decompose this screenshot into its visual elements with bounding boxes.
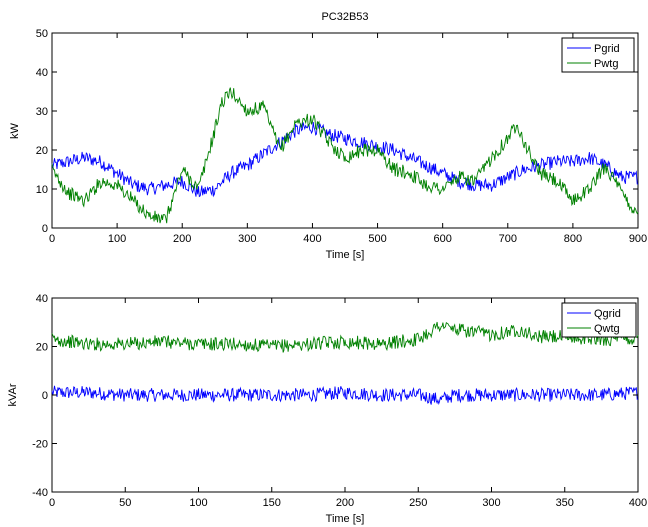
x-tick-label: 200 (173, 233, 191, 245)
legend-box (561, 302, 637, 338)
series-line-pgrid (51, 122, 639, 198)
x-tick-label: 200 (336, 497, 354, 509)
x-tick-label: 50 (119, 497, 131, 509)
reactive-power-chart: 0 50 100 150 200 250 300 350 400 -40 -20 0 20 40 Tim… (7, 293, 647, 525)
y-axis-ticks: -40 -20 0 20 40 (32, 293, 638, 499)
x-tick-label: 300 (238, 233, 256, 245)
y-tick-label: 40 (36, 67, 48, 79)
x-tick-label: 900 (629, 233, 647, 245)
legend: Pgrid Pwtg (561, 37, 635, 73)
x-axis-label: Time [s] (326, 249, 365, 261)
y-tick-label: 50 (36, 28, 48, 40)
legend-label-pwtg: Pwtg (594, 58, 618, 70)
y-axis-label: kVAr (7, 383, 19, 406)
series-lines (51, 87, 639, 224)
x-tick-label: 500 (368, 233, 386, 245)
x-tick-label: 400 (303, 233, 321, 245)
series-line-qwtg (51, 321, 639, 353)
plot-area-frame (51, 32, 639, 229)
y-tick-label: 20 (36, 145, 48, 157)
plot-area-frame (51, 297, 639, 493)
legend-label-pgrid: Pgrid (594, 43, 620, 55)
y-tick-label: 10 (36, 184, 48, 196)
y-tick-label: 20 (36, 342, 48, 354)
x-tick-label: 250 (409, 497, 427, 509)
power-chart: PC32B53 0 100 200 300 400 500 600 700 800 900 0 10… (9, 11, 647, 261)
x-tick-label: 800 (564, 233, 582, 245)
x-tick-label: 150 (263, 497, 281, 509)
legend-label-qwtg: Qwtg (594, 323, 620, 335)
y-tick-label: 0 (42, 390, 48, 402)
x-tick-label: 700 (499, 233, 517, 245)
y-tick-label: 0 (42, 223, 48, 235)
x-tick-label: 100 (189, 497, 207, 509)
y-tick-label: 40 (36, 293, 48, 305)
y-axis-ticks: 0 10 20 30 40 50 (36, 28, 638, 235)
series-lines (51, 321, 639, 406)
x-tick-label: 0 (49, 497, 55, 509)
x-tick-label: 350 (556, 497, 574, 509)
x-axis-ticks: 0 100 200 300 400 500 600 700 800 900 (49, 33, 647, 245)
y-axis-label: kW (9, 122, 21, 139)
y-tick-label: -40 (32, 487, 48, 499)
chart-title: PC32B53 (321, 11, 368, 23)
legend: Qgrid Qwtg (561, 302, 637, 338)
x-axis-label: Time [s] (326, 513, 365, 525)
x-axis-ticks: 0 50 100 150 200 250 300 350 400 (49, 298, 647, 509)
x-tick-label: 0 (49, 233, 55, 245)
y-tick-label: 30 (36, 106, 48, 118)
x-tick-label: 400 (629, 497, 647, 509)
series-line-qgrid (51, 385, 638, 406)
series-line-pwtg (51, 87, 639, 224)
x-tick-label: 100 (108, 233, 126, 245)
x-tick-label: 300 (482, 497, 500, 509)
x-tick-label: 600 (433, 233, 451, 245)
legend-box (561, 37, 635, 73)
y-tick-label: -20 (32, 439, 48, 451)
legend-label-qgrid: Qgrid (594, 308, 621, 320)
